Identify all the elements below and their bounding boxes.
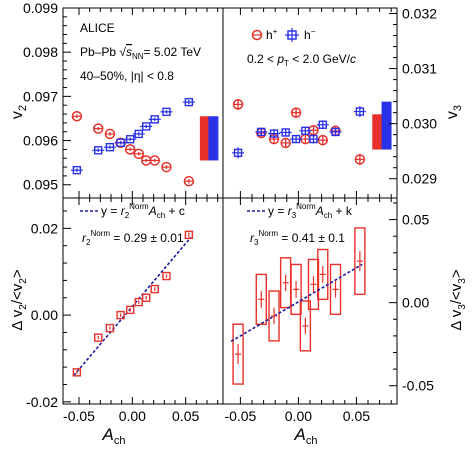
ytick-label-top-left-1: 0.096 <box>23 133 58 149</box>
point-bottom-left-8 <box>162 271 171 281</box>
legend: h+ h− <box>251 27 316 42</box>
point-bottom-left-9 <box>184 230 194 240</box>
point-bottom-left-2 <box>105 323 115 333</box>
legend-hminus-label: h− <box>304 27 316 42</box>
xtick-label-bottom-right-1: 0.00 <box>285 408 312 424</box>
centrality-label: 40–50%, |η| < 0.8 <box>80 69 174 83</box>
ylabel-bottom-left: Δ v2/<v2> <box>9 269 29 330</box>
ytick-label-bottom-right-0: -0.05 <box>402 378 434 394</box>
pt-range-label: 0.2 < pT < 2.0 GeV/c <box>247 52 356 68</box>
xtick-label-bottom-left-2: 0.05 <box>172 408 199 424</box>
fit2-result: r2Norm = 0.29 ± 0.01 <box>82 229 184 247</box>
syst-box-9 <box>354 227 366 296</box>
syst-box-8 <box>329 263 342 315</box>
legend-hplus-label: h+ <box>266 27 278 42</box>
syst-box-5 <box>299 300 312 352</box>
series-group-top-right <box>232 98 392 165</box>
ytick-label-top-left-0: 0.095 <box>23 177 58 193</box>
ytick-label-bottom-right-2: 0.05 <box>402 212 429 228</box>
series-group-bottom-left <box>72 230 194 377</box>
ylabel-top-right: v3 <box>444 105 464 119</box>
syst-band-hplus <box>372 114 383 150</box>
ytick-label-bottom-left-1: 0.00 <box>31 307 58 323</box>
syst-box-2 <box>268 290 280 342</box>
point-bottom-left-6 <box>141 293 151 302</box>
syst-box-4 <box>290 263 302 315</box>
ytick-label-top-right-3: 0.032 <box>402 6 437 22</box>
ylabel-top-left: v2 <box>9 105 29 119</box>
point-bottom-left-5 <box>134 297 143 307</box>
syst-band-hminus <box>208 116 219 161</box>
point-bottom-left-4 <box>125 305 135 315</box>
ytick-label-top-right-2: 0.031 <box>402 61 437 77</box>
system-energy: = 5.02 TeV <box>144 45 202 59</box>
ylabel-bottom-right: Δ v3/<v3> <box>448 269 468 330</box>
xlabel-right: Ach <box>294 425 318 447</box>
ytick-label-bottom-right-1: 0.00 <box>402 295 429 311</box>
fit2-label: y = r2NormAch + c <box>101 202 185 220</box>
fit2-annotation: y = r2NormAch + c r2Norm = 0.29 ± 0.01 <box>80 202 185 247</box>
point-bottom-left-1 <box>93 333 103 342</box>
xtick-label-bottom-left-0: -0.05 <box>63 408 95 424</box>
fit-line-bottom-right <box>230 263 363 343</box>
ytick-label-top-left-2: 0.097 <box>23 88 58 104</box>
syst-band-hplus <box>199 116 210 161</box>
ytick-label-top-right-1: 0.030 <box>402 116 437 132</box>
syst-band-hminus <box>381 101 392 150</box>
syst-box-1 <box>255 273 267 325</box>
xtick-label-bottom-right-0: -0.05 <box>224 408 256 424</box>
point-bottom-left-7 <box>150 284 159 294</box>
point-bottom-left-3 <box>116 310 125 320</box>
system-label: Pb–Pb √sNN= 5.02 TeV <box>80 45 201 61</box>
syst-box-6 <box>307 258 320 311</box>
xtick-label-bottom-right-2: 0.05 <box>343 408 370 424</box>
ytick-label-top-left-4: 0.099 <box>23 0 58 16</box>
chart-marks <box>70 97 392 385</box>
xlabel-left: Ach <box>102 425 126 447</box>
ytick-label-bottom-left-2: 0.02 <box>31 220 58 236</box>
fit3-result: r3Norm = 0.41 ± 0.1 <box>250 229 345 247</box>
fit3-annotation: y = r3NormAch + k r3Norm = 0.41 ± 0.1 <box>247 202 353 247</box>
ytick-label-top-right-0: 0.029 <box>402 171 437 187</box>
system-prefix: Pb–Pb <box>80 45 116 59</box>
point-bottom-left-0 <box>72 368 82 377</box>
syst-box-0 <box>232 323 244 385</box>
experiment-label: ALICE <box>80 21 115 35</box>
axis-ticks: 0.095 0.096 0.097 0.098 0.099 0.029 0.030 0.031… <box>23 0 437 424</box>
ytick-label-top-left-3: 0.098 <box>23 44 58 60</box>
ytick-label-bottom-left-0: -0.02 <box>26 394 58 410</box>
fit3-label: y = r3NormAch + k <box>268 202 353 220</box>
xtick-label-bottom-left-1: 0.00 <box>119 408 146 424</box>
syst-box-7 <box>317 248 329 301</box>
series-group-bottom-right <box>230 227 366 385</box>
panel-frame-top-left <box>62 7 224 199</box>
series-group-top-left <box>70 97 219 187</box>
